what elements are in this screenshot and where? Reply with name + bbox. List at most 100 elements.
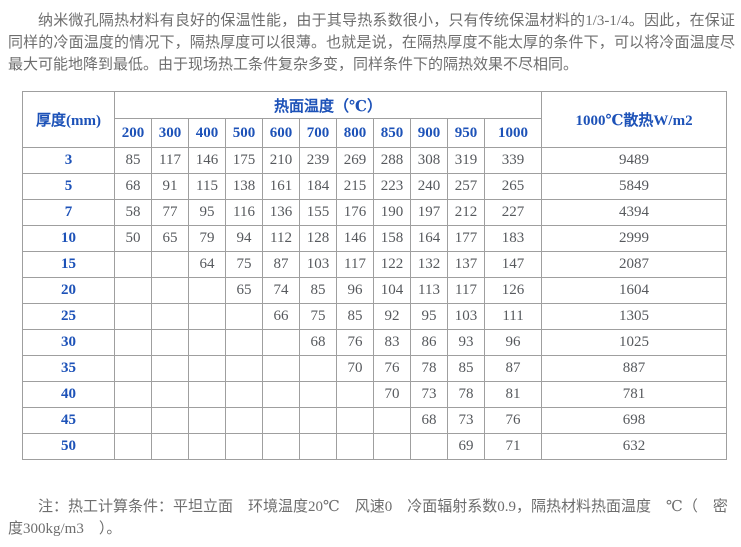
value-cell: 269 bbox=[336, 147, 374, 174]
value-cell: 116 bbox=[225, 199, 263, 226]
value-cell: 175 bbox=[225, 147, 263, 174]
value-cell: 122 bbox=[373, 251, 411, 278]
temp-column-header: 200 bbox=[114, 118, 152, 148]
thickness-cell: 50 bbox=[22, 433, 115, 460]
value-cell: 74 bbox=[262, 277, 300, 304]
value-cell bbox=[373, 433, 411, 460]
value-cell: 66 bbox=[262, 303, 300, 330]
value-cell: 75 bbox=[225, 251, 263, 278]
value-cell: 117 bbox=[151, 147, 189, 174]
value-cell: 69 bbox=[447, 433, 485, 460]
value-cell: 147 bbox=[483, 251, 543, 278]
value-cell: 257 bbox=[447, 173, 485, 200]
thickness-cell: 20 bbox=[22, 277, 115, 304]
value-cell: 75 bbox=[299, 303, 337, 330]
value-cell: 73 bbox=[447, 407, 485, 434]
value-cell: 93 bbox=[447, 329, 485, 356]
value-cell: 212 bbox=[447, 199, 485, 226]
value-cell bbox=[151, 381, 189, 408]
value-cell bbox=[188, 381, 226, 408]
value-cell: 223 bbox=[373, 173, 411, 200]
value-cell: 339 bbox=[483, 147, 543, 174]
thickness-cell: 40 bbox=[22, 381, 115, 408]
temp-column-header: 950 bbox=[447, 118, 485, 148]
value-cell: 95 bbox=[410, 303, 448, 330]
value-cell: 128 bbox=[299, 225, 337, 252]
value-cell bbox=[188, 277, 226, 304]
value-cell: 319 bbox=[447, 147, 485, 174]
value-cell: 288 bbox=[373, 147, 411, 174]
value-cell: 79 bbox=[188, 225, 226, 252]
temp-column-header: 850 bbox=[373, 118, 411, 148]
value-cell: 94 bbox=[225, 225, 263, 252]
value-cell: 197 bbox=[410, 199, 448, 226]
value-cell: 190 bbox=[373, 199, 411, 226]
value-cell: 136 bbox=[262, 199, 300, 226]
temp-column-header: 400 bbox=[188, 118, 226, 148]
value-cell bbox=[114, 303, 152, 330]
heat-loss-cell: 698 bbox=[541, 407, 728, 434]
intro-paragraph: 纳米微孔隔热材料有良好的保温性能，由于其导热系数很小，只有传统保温材料的1/3-… bbox=[8, 13, 735, 73]
value-cell: 117 bbox=[447, 277, 485, 304]
value-cell: 68 bbox=[299, 329, 337, 356]
value-cell: 164 bbox=[410, 225, 448, 252]
heat-loss-cell: 1604 bbox=[541, 277, 728, 304]
value-cell bbox=[225, 433, 263, 460]
temp-column-header: 300 bbox=[151, 118, 189, 148]
value-cell: 155 bbox=[299, 199, 337, 226]
value-cell: 103 bbox=[447, 303, 485, 330]
value-cell: 146 bbox=[188, 147, 226, 174]
heat-loss-cell: 1305 bbox=[541, 303, 728, 330]
value-cell bbox=[336, 433, 374, 460]
value-cell bbox=[151, 407, 189, 434]
value-cell bbox=[299, 355, 337, 382]
value-cell: 85 bbox=[299, 277, 337, 304]
table-row: 35 70 76 78 85 87 887 bbox=[22, 355, 728, 382]
value-cell bbox=[151, 355, 189, 382]
value-cell: 73 bbox=[410, 381, 448, 408]
heat-loss-cell: 781 bbox=[541, 381, 728, 408]
heat-loss-cell: 1025 bbox=[541, 329, 728, 356]
temp-column-header: 500 bbox=[225, 118, 263, 148]
value-cell: 85 bbox=[336, 303, 374, 330]
value-cell: 113 bbox=[410, 277, 448, 304]
thickness-column-header: 厚度(mm) bbox=[22, 91, 115, 148]
table-row: 45 68 73 76 698 bbox=[22, 407, 728, 434]
value-cell bbox=[262, 381, 300, 408]
value-cell: 68 bbox=[410, 407, 448, 434]
value-cell bbox=[114, 251, 152, 278]
value-cell: 50 bbox=[114, 225, 152, 252]
value-cell: 227 bbox=[483, 199, 543, 226]
value-cell: 65 bbox=[151, 225, 189, 252]
temp-column-header: 900 bbox=[410, 118, 448, 148]
value-cell: 58 bbox=[114, 199, 152, 226]
value-cell: 117 bbox=[336, 251, 374, 278]
table-row: 30 68 76 83 86 93 96 1025 bbox=[22, 329, 728, 356]
value-cell: 78 bbox=[410, 355, 448, 382]
value-cell: 265 bbox=[483, 173, 543, 200]
value-cell bbox=[114, 407, 152, 434]
value-cell bbox=[410, 433, 448, 460]
value-cell: 65 bbox=[225, 277, 263, 304]
value-cell: 126 bbox=[483, 277, 543, 304]
value-cell: 184 bbox=[299, 173, 337, 200]
value-cell: 137 bbox=[447, 251, 485, 278]
heat-loss-cell: 5849 bbox=[541, 173, 728, 200]
value-cell: 70 bbox=[373, 381, 411, 408]
thickness-cell: 3 bbox=[22, 147, 115, 174]
value-cell bbox=[114, 433, 152, 460]
heat-loss-cell: 9489 bbox=[541, 147, 728, 174]
value-cell: 70 bbox=[336, 355, 374, 382]
value-cell bbox=[188, 303, 226, 330]
thickness-cell: 30 bbox=[22, 329, 115, 356]
table-row: 3 85 117 146 175 210 239 269 288 308 319 339 9489 bbox=[22, 147, 728, 174]
thickness-cell: 45 bbox=[22, 407, 115, 434]
header-row-top: 厚度(mm) 热面温度（℃） 1000℃散热W/m2 bbox=[22, 91, 728, 148]
value-cell: 87 bbox=[483, 355, 543, 382]
heat-loss-column-header: 1000℃散热W/m2 bbox=[541, 91, 728, 148]
value-cell bbox=[151, 277, 189, 304]
value-cell bbox=[114, 381, 152, 408]
table-row: 7 58 77 95 116 136 155 176 190 197 212 227 4394 bbox=[22, 199, 728, 226]
value-cell bbox=[225, 355, 263, 382]
